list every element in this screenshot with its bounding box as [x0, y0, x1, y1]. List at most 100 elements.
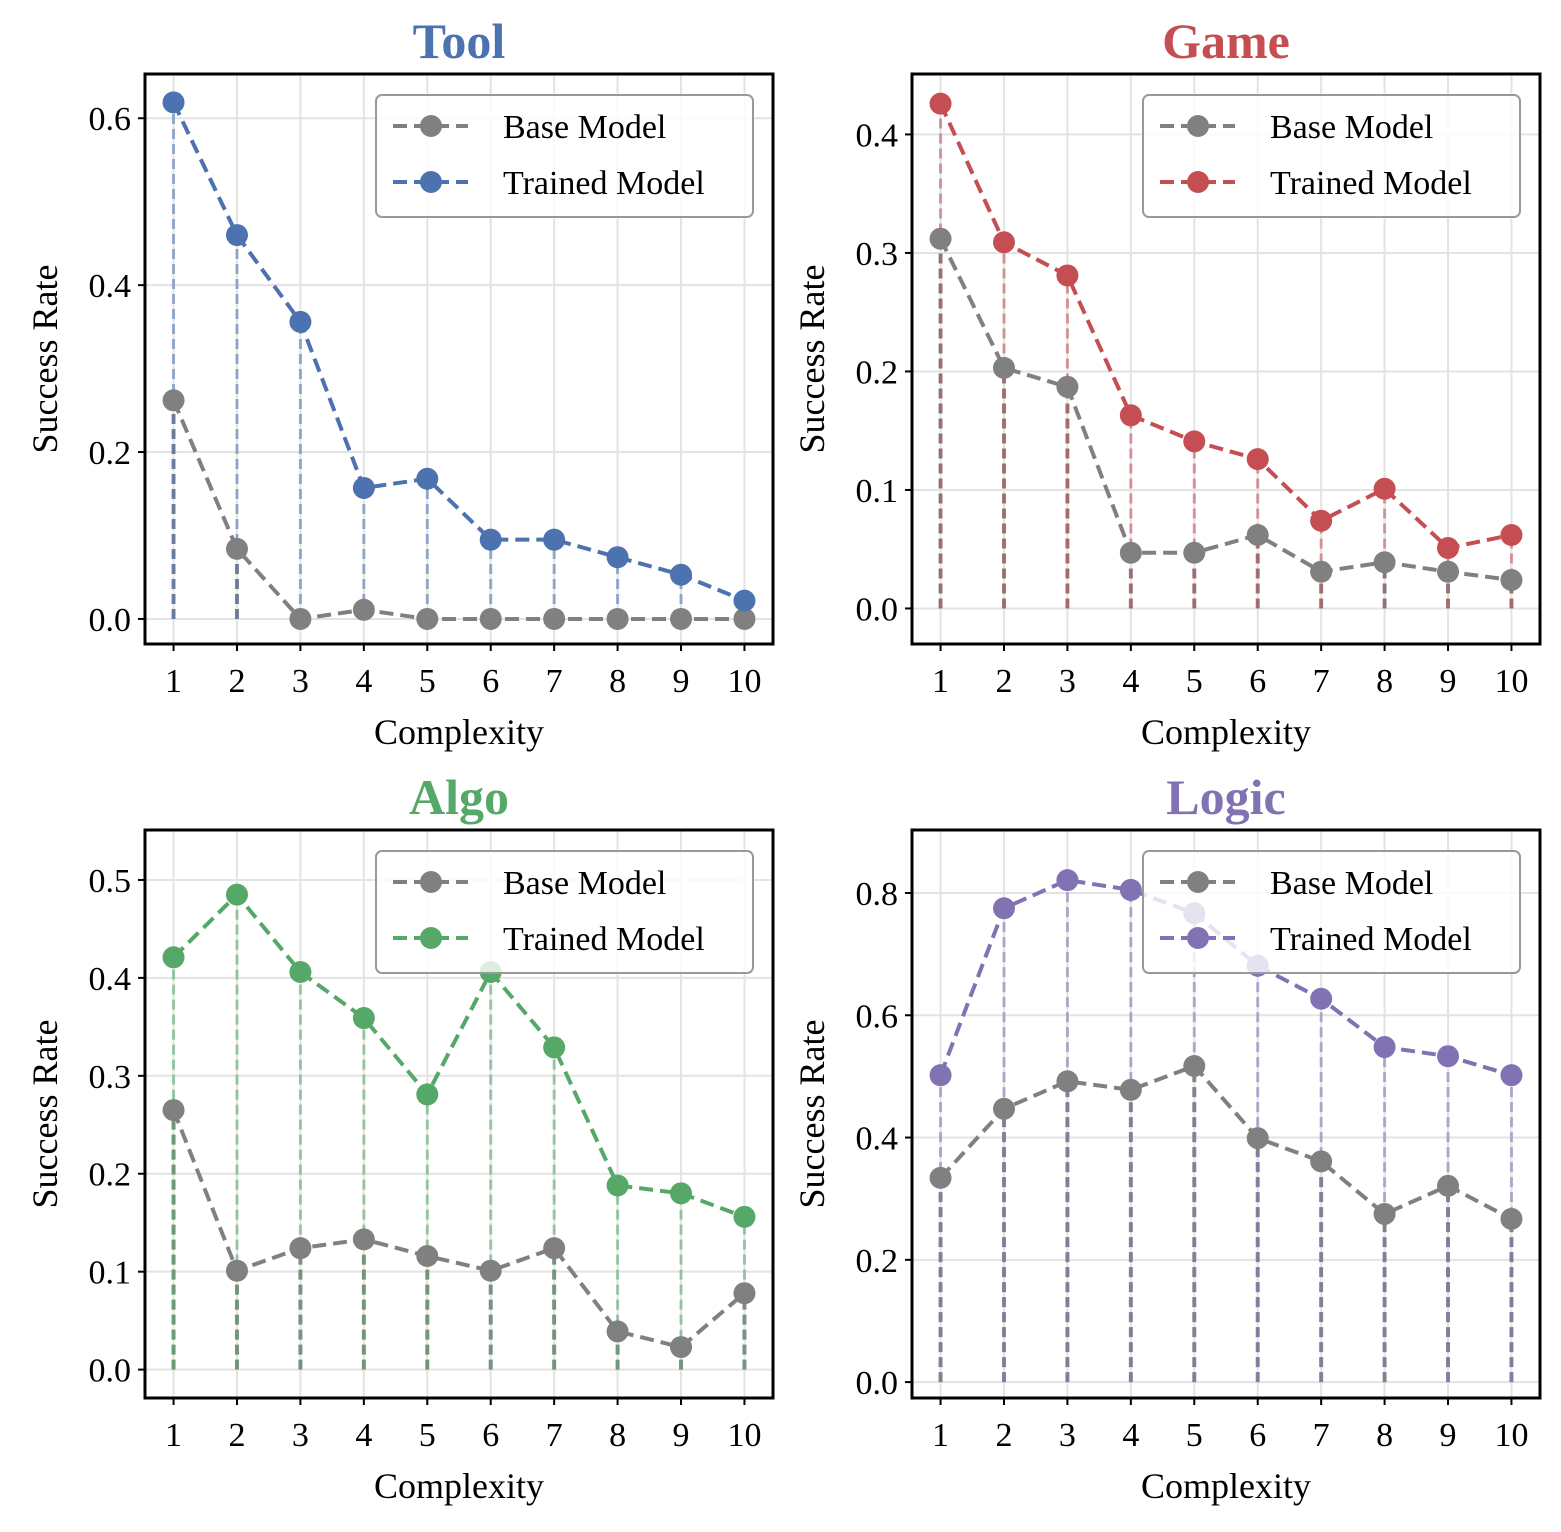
subplot-title: Algo [409, 769, 509, 825]
data-point-trained [225, 883, 248, 906]
x-tick-label: 10 [727, 663, 761, 700]
x-tick-label: 3 [1059, 1417, 1076, 1454]
x-tick-label: 5 [1186, 663, 1203, 700]
data-point-trained [992, 231, 1015, 254]
subplot-title: Logic [1166, 769, 1285, 825]
data-point-trained [1500, 1064, 1523, 1087]
x-tick-label: 2 [995, 663, 1012, 700]
x-tick-label: 9 [1440, 1417, 1457, 1454]
data-point-base [1500, 1207, 1523, 1230]
data-point-base [733, 1282, 756, 1305]
data-point-base [1056, 375, 1079, 398]
data-point-base [1310, 1150, 1333, 1173]
data-point-base [733, 607, 756, 630]
y-tick-label: 0.4 [856, 1121, 899, 1158]
x-tick-label: 4 [1122, 1417, 1139, 1454]
y-tick-label: 0.2 [89, 435, 132, 472]
data-point-base [1246, 1127, 1269, 1150]
data-point-base [929, 1166, 952, 1189]
data-point-base [1437, 560, 1460, 583]
data-point-base [1310, 560, 1333, 583]
subplot-algo: 1 2 3 4 5 6 7 8 9 10 0.0 0.1 0.2 0.3 0.4 0.5 Algo Complex… [25, 769, 775, 1506]
y-axis-label: Success Rate [792, 265, 832, 454]
x-tick-label: 3 [292, 663, 309, 700]
x-axis-label: Complexity [374, 712, 544, 752]
data-point-trained [1310, 987, 1333, 1010]
subplot-logic: 1 2 3 4 5 6 7 8 9 10 0.0 0.2 0.4 0.6 0.8 Logic Complexit… [792, 769, 1542, 1506]
data-point-base [416, 1245, 439, 1267]
data-point-base [1437, 1174, 1460, 1197]
data-point-base [225, 537, 248, 560]
data-point-trained [289, 961, 312, 983]
subplot-title: Tool [413, 13, 506, 69]
data-point-base [1119, 541, 1142, 564]
data-point-trained [929, 1064, 952, 1087]
legend-box [1142, 850, 1521, 974]
y-tick-label: 0.4 [89, 961, 132, 998]
x-tick-label: 5 [419, 1417, 436, 1454]
data-point-trained [352, 1007, 375, 1030]
x-tick-label: 4 [1122, 663, 1139, 700]
y-tick-label: 0.8 [856, 876, 899, 913]
data-point-trained [1373, 477, 1396, 500]
x-tick-label: 3 [292, 1417, 309, 1454]
x-tick-label: 10 [1494, 1417, 1528, 1454]
y-tick-label: 0.4 [89, 268, 132, 305]
data-point-trained [352, 476, 375, 499]
data-point-base [289, 607, 312, 630]
axes-frame [910, 828, 1542, 1400]
legend: Base Model Trained Model [1142, 850, 1521, 974]
x-tick-label: 7 [1313, 1417, 1330, 1454]
series-line-trained [171, 101, 746, 603]
series-line-base [938, 237, 1512, 582]
legend-label: Base Model [503, 865, 666, 902]
data-point-base [670, 1336, 693, 1359]
legend-marker [420, 115, 442, 137]
legend-marker [420, 171, 442, 193]
data-point-trained [1119, 878, 1142, 901]
x-tick-label: 4 [355, 663, 372, 700]
data-point-base [606, 607, 629, 630]
data-point-trained [992, 897, 1015, 920]
y-tick-label: 0.3 [856, 236, 899, 273]
legend-marker [1187, 171, 1209, 193]
x-tick-label: 10 [727, 1417, 761, 1454]
series-line-base [171, 1109, 746, 1350]
x-tick-label: 9 [1440, 663, 1457, 700]
x-tick-label: 8 [1376, 1417, 1393, 1454]
y-tick-label: 0.2 [856, 354, 899, 391]
x-tick-label: 4 [355, 1417, 372, 1454]
x-tick-label: 7 [1313, 663, 1330, 700]
y-axis-label: Success Rate [25, 1020, 65, 1209]
legend: Base Model Trained Model [375, 94, 754, 218]
x-tick-label: 8 [609, 663, 626, 700]
data-point-base [479, 607, 502, 630]
x-tick-label: 6 [482, 1417, 499, 1454]
legend-label: Trained Model [503, 165, 705, 202]
data-point-base [670, 607, 693, 630]
data-point-base [992, 356, 1015, 379]
data-point-trained [606, 1174, 629, 1197]
data-point-trained [733, 589, 756, 612]
data-point-base [416, 607, 439, 630]
legend-marker [1187, 871, 1209, 893]
y-tick-label: 0.6 [856, 998, 899, 1035]
y-tick-label: 0.5 [89, 863, 132, 900]
x-tick-label: 1 [165, 1417, 182, 1454]
legend-box [1142, 94, 1521, 218]
axes-frame [143, 828, 775, 1400]
data-point-base [543, 607, 566, 630]
data-point-base [1246, 523, 1269, 546]
x-tick-label: 8 [1376, 663, 1393, 700]
x-tick-label: 5 [419, 663, 436, 700]
axes-frame [143, 72, 775, 646]
data-point-trained [479, 528, 502, 551]
data-point-trained [1119, 404, 1142, 427]
legend-box [375, 850, 754, 974]
legend-label: Trained Model [1270, 921, 1472, 958]
data-point-base [162, 1099, 185, 1122]
y-tick-label: 0.0 [856, 1365, 899, 1402]
legend-label: Trained Model [503, 921, 705, 958]
data-point-trained [162, 91, 185, 114]
